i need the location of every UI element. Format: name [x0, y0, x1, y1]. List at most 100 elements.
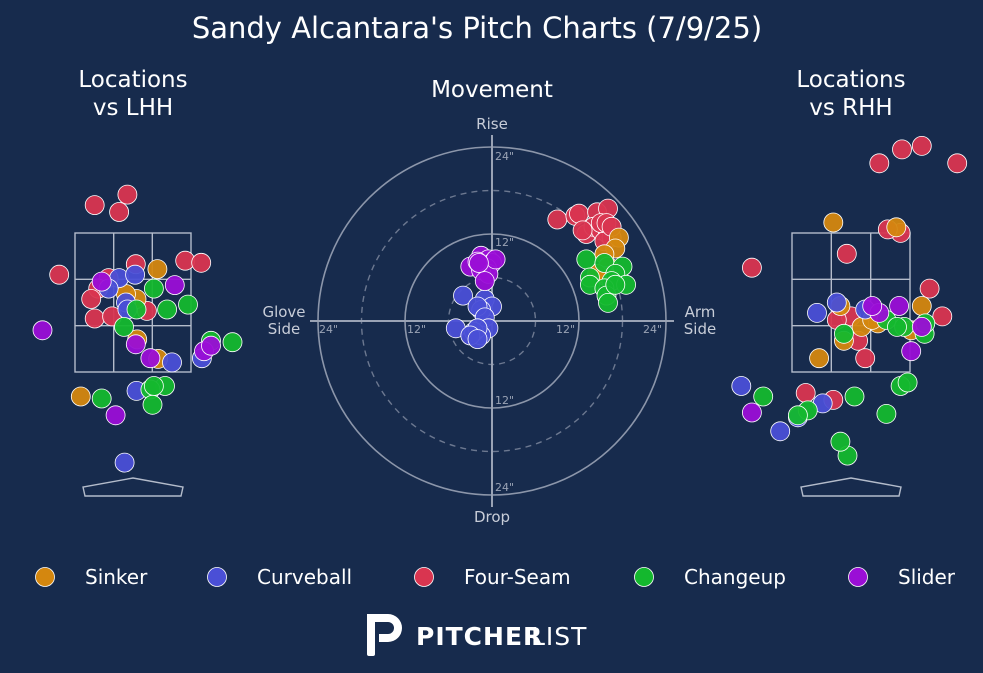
lhh-changeup-point — [114, 316, 134, 337]
legend-label-sinker: Sinker — [85, 565, 148, 589]
movement-changeup-point — [576, 249, 597, 270]
text-line: vs LHH — [93, 95, 173, 121]
lhh-slider-point — [164, 275, 185, 296]
lhh-four-seam-point — [81, 289, 102, 309]
lhh-curveball-point — [114, 452, 135, 473]
lhh-sinker-point — [147, 259, 168, 280]
ring-tick-left-24: 24" — [319, 323, 338, 336]
lhh-changeup-point — [143, 376, 164, 396]
lhh-changeup-point — [222, 332, 243, 353]
ring-tick-right-24: 24" — [643, 323, 662, 336]
rhh-changeup-point — [753, 386, 774, 407]
pitch-type-legend: Sinker Curveball Four-Seam Changeup Slider — [35, 565, 956, 589]
rhh-sinker-point — [809, 348, 829, 369]
rhh-four-seam-point — [947, 153, 968, 174]
rhh-four-seam-point — [911, 135, 932, 156]
rhh-slider-point — [911, 316, 932, 337]
rhh-changeup-point — [788, 405, 808, 426]
legend-label-curveball: Curveball — [257, 565, 352, 589]
lhh-four-seam-point — [117, 184, 138, 205]
lhh-slider-point — [105, 405, 126, 426]
ring-tick-top-24: 24" — [495, 150, 514, 163]
movement-changeup-point — [605, 274, 626, 295]
lhh-slider-point — [140, 348, 161, 369]
axis-label-arm-side: Arm Side — [684, 303, 716, 338]
lhh-four-seam-point — [109, 202, 129, 222]
rhh-curveball-point — [807, 302, 827, 323]
legend-marker-four-seam — [414, 567, 434, 587]
text-line: Side — [268, 320, 300, 338]
rhh-four-seam-point — [919, 278, 940, 299]
brand-name-bold: PITCHER — [416, 622, 543, 651]
lhh-slider-point — [201, 335, 221, 356]
lhh-slider-point — [125, 334, 146, 355]
movement-panel: Rise Drop Glove Side Arm Side 24" 12" 12" … — [262, 115, 716, 526]
legend-marker-sinker — [35, 567, 55, 587]
lhh-curveball-point — [125, 264, 146, 285]
legend-marker-changeup — [634, 567, 654, 587]
text-line: Locations — [796, 67, 905, 93]
lhh-location-panel — [32, 184, 243, 497]
lhh-home-plate — [82, 477, 184, 497]
lhh-changeup-point — [126, 299, 147, 320]
lhh-changeup-point — [157, 299, 178, 320]
rhh-home-plate — [800, 477, 902, 497]
figure-title: Sandy Alcantara's Pitch Charts (7/9/25) — [192, 11, 762, 45]
legend-label-four-seam: Four-Seam — [464, 565, 571, 589]
ring-tick-top-12: 12" — [495, 236, 514, 249]
movement-slider-point — [485, 249, 506, 270]
text-line: Side — [684, 320, 716, 338]
legend-label-changeup: Changeup — [684, 565, 786, 589]
rhh-changeup-point — [876, 403, 897, 424]
movement-four-seam-point — [547, 209, 568, 230]
pitcherlist-logo: PITCHER LIST — [367, 614, 587, 656]
rhh-four-seam-point — [855, 348, 876, 369]
rhh-pitch-points — [731, 135, 968, 466]
rhh-sinker-point — [911, 296, 932, 316]
legend-marker-slider — [848, 567, 868, 587]
text-line: Locations — [78, 67, 187, 93]
rhh-changeup-point — [897, 372, 918, 393]
ring-tick-bottom-12: 12" — [495, 394, 514, 407]
ring-tick-bottom-24: 24" — [495, 481, 514, 494]
rhh-changeup-point — [887, 316, 907, 337]
lhh-four-seam-point — [84, 308, 105, 329]
brand-name-light: LIST — [531, 622, 587, 651]
text-line: Glove — [262, 303, 305, 321]
rhh-slider-point — [862, 296, 883, 316]
rhh-slider-point — [889, 296, 909, 316]
rhh-four-seam-point — [869, 153, 890, 174]
movement-four-seam-point — [572, 220, 593, 241]
rhh-four-seam-point — [742, 257, 762, 278]
rhh-changeup-point — [844, 386, 865, 407]
movement-changeup-point — [598, 292, 618, 313]
lhh-slider-point — [91, 271, 112, 292]
lhh-four-seam-point — [84, 195, 105, 216]
rhh-curveball-point — [770, 421, 791, 442]
rhh-sinker-point — [823, 212, 844, 233]
ring-tick-left-12: 12" — [407, 323, 426, 336]
text-line: Arm — [685, 303, 716, 321]
lhh-changeup-point — [178, 294, 198, 315]
rhh-panel-title: Locations vs RHH — [796, 67, 905, 121]
movement-curveball-point — [453, 285, 473, 306]
rhh-four-seam-point — [836, 243, 857, 264]
lhh-changeup-point — [91, 388, 112, 409]
rhh-changeup-point — [830, 431, 851, 452]
lhh-changeup-point — [143, 278, 164, 299]
rhh-four-seam-point — [892, 139, 912, 160]
legend-marker-curveball — [207, 567, 227, 587]
rhh-curveball-point — [731, 376, 752, 396]
movement-slider-point — [468, 253, 489, 273]
rhh-slider-point — [901, 341, 922, 362]
ring-tick-right-12: 12" — [556, 323, 575, 336]
rhh-changeup-point — [834, 323, 854, 344]
movement-curveball-point — [467, 329, 488, 350]
movement-pitch-points — [445, 198, 636, 350]
lhh-pitch-points — [32, 184, 243, 473]
lhh-changeup-point — [142, 394, 163, 415]
rhh-slider-point — [742, 402, 762, 423]
pitcherlist-p-icon — [367, 614, 402, 656]
lhh-four-seam-point — [191, 252, 212, 273]
